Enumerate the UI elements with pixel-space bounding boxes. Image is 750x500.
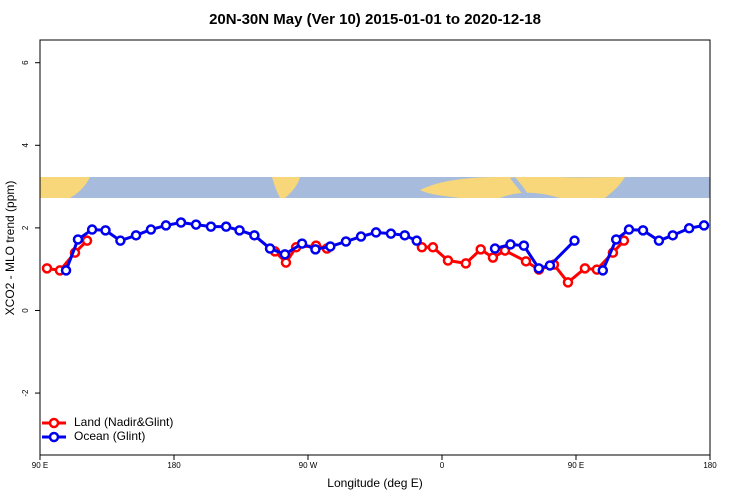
- x-tick-label: 180: [703, 461, 717, 470]
- point: [72, 234, 84, 245]
- x-tick-label: 180: [167, 461, 181, 470]
- point: [683, 223, 695, 234]
- point: [489, 243, 501, 254]
- point: [325, 241, 336, 252]
- point: [205, 221, 217, 232]
- point: [533, 263, 545, 274]
- point: [667, 230, 679, 241]
- chart-title: 20N-30N May (Ver 10) 2015-01-01 to 2020-…: [209, 11, 541, 28]
- point: [698, 220, 710, 231]
- x-tick-label: 0: [440, 461, 445, 470]
- point: [355, 231, 367, 242]
- point: [60, 265, 72, 276]
- point: [544, 260, 556, 271]
- point: [296, 238, 308, 249]
- point: [86, 224, 98, 235]
- point: [145, 224, 157, 235]
- point: [653, 235, 665, 246]
- y-tick-label: 4: [21, 143, 30, 148]
- point: [220, 221, 232, 232]
- point: [427, 242, 439, 253]
- point: [249, 230, 260, 241]
- point: [130, 230, 142, 241]
- legend-label: Ocean (Glint): [74, 429, 145, 443]
- point: [569, 235, 580, 246]
- point: [416, 242, 428, 253]
- point: [279, 249, 291, 260]
- point: [562, 277, 574, 288]
- point: [385, 228, 397, 239]
- point: [442, 255, 454, 266]
- point: [518, 240, 530, 251]
- point: [81, 235, 93, 246]
- y-tick-label: 6: [21, 60, 30, 65]
- point: [623, 224, 635, 235]
- point: [190, 219, 202, 230]
- legend-label: Land (Nadir&Glint): [74, 415, 173, 429]
- point: [460, 258, 472, 269]
- point: [160, 220, 172, 231]
- point: [100, 225, 111, 236]
- y-tick-label: -2: [21, 389, 30, 397]
- legend-marker: [48, 417, 60, 429]
- legend-marker: [48, 431, 60, 443]
- point: [280, 257, 292, 268]
- point: [610, 234, 622, 245]
- point: [475, 244, 486, 255]
- point: [370, 227, 382, 238]
- point: [399, 230, 411, 241]
- point: [264, 243, 276, 254]
- x-tick-label: 90 E: [568, 461, 584, 470]
- point: [505, 239, 516, 250]
- point: [175, 217, 187, 228]
- point: [597, 265, 609, 276]
- point: [411, 235, 422, 246]
- point: [41, 263, 53, 274]
- x-tick-label: 90 E: [32, 461, 48, 470]
- y-tick-label: 2: [21, 225, 30, 230]
- point: [115, 235, 126, 246]
- y-tick-label: 0: [21, 308, 30, 313]
- point: [579, 263, 591, 274]
- series-line: [64, 220, 705, 272]
- map-strip: [40, 177, 710, 198]
- x-tick-label: 90 W: [299, 461, 318, 470]
- point: [234, 225, 245, 236]
- point: [637, 225, 649, 236]
- plot-frame: [39, 39, 711, 456]
- point: [487, 252, 499, 263]
- y-axis-title: XCO2 - MLO trend (ppm): [3, 181, 17, 316]
- point: [310, 244, 321, 255]
- point: [340, 236, 352, 247]
- point: [520, 256, 532, 267]
- x-axis-title: Longitude (deg E): [327, 476, 422, 490]
